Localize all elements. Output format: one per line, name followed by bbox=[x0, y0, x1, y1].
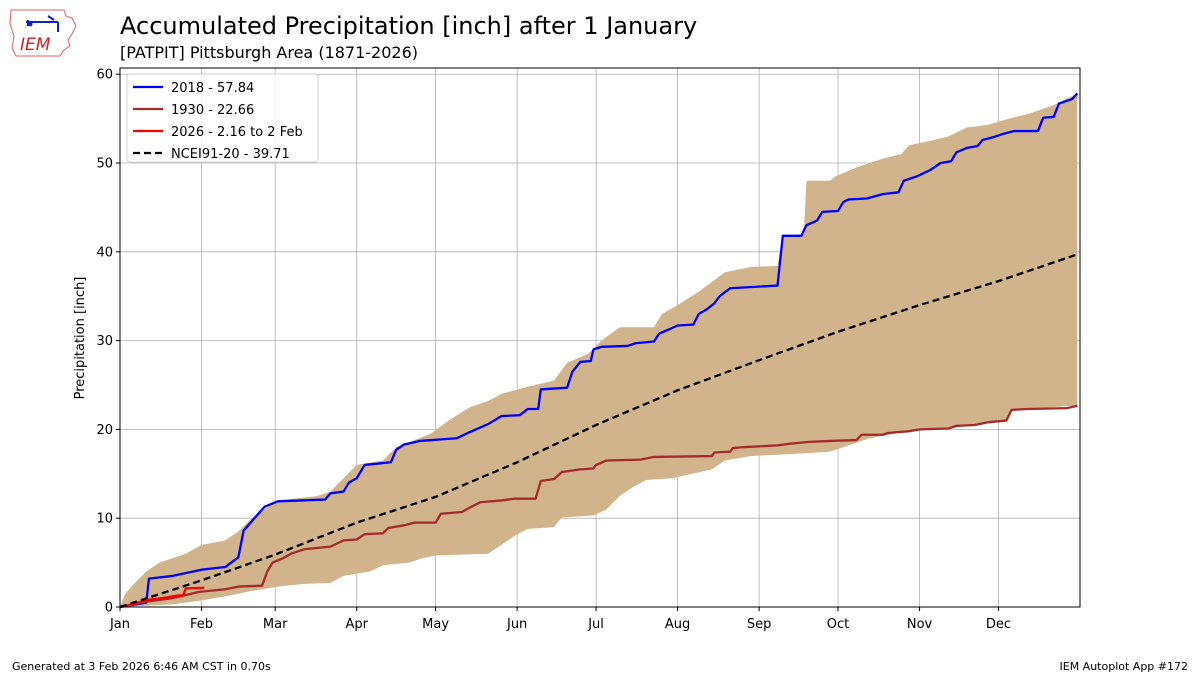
iem-logo: IEM bbox=[9, 9, 77, 57]
x-tick-label: Mar bbox=[263, 617, 288, 632]
series-lines bbox=[119, 92, 1079, 609]
range-band bbox=[120, 93, 1078, 607]
plot-frame bbox=[119, 67, 1081, 608]
series-line-3 bbox=[119, 253, 1078, 609]
x-tick-label: Jun bbox=[506, 617, 527, 632]
band bbox=[120, 93, 1078, 607]
legend-label: NCEI91-20 - 39.71 bbox=[171, 147, 290, 162]
y-tick-label: 50 bbox=[96, 157, 113, 172]
chart-subtitle: [PATPIT] Pittsburgh Area (1871-2026) bbox=[120, 43, 419, 62]
series-line-1 bbox=[119, 404, 1078, 609]
legend: 2018 - 57.84 1930 - 22.66 2026 - 2.16 to 2… bbox=[126, 73, 319, 163]
x-tick-label: Sep bbox=[747, 617, 772, 632]
y-tick-label: 0 bbox=[105, 601, 113, 616]
x-tick-label: Nov bbox=[907, 617, 933, 632]
legend-label: 1930 - 22.66 bbox=[171, 103, 254, 118]
x-tick-label: Jul bbox=[587, 617, 604, 632]
y-tick-label: 20 bbox=[96, 423, 113, 438]
footer-generated: Generated at 3 Feb 2026 6:46 AM CST in 0… bbox=[12, 660, 271, 673]
y-tick-label: 30 bbox=[96, 334, 113, 349]
y-tick-label: 60 bbox=[96, 68, 113, 83]
y-axis-label: Precipitation [inch] bbox=[73, 277, 88, 400]
y-tick-label: 10 bbox=[96, 512, 113, 527]
y-tick-label: 40 bbox=[96, 245, 113, 260]
x-tick-label: Oct bbox=[827, 617, 849, 632]
x-tick-label: Dec bbox=[986, 617, 1011, 632]
chart-title: Accumulated Precipitation [inch] after 1… bbox=[120, 12, 698, 40]
legend-label: 2018 - 57.84 bbox=[171, 81, 254, 96]
axis-ticks: 0 10 20 30 40 50 60 Jan Feb Mar Apr May Jun Jul Aug Sep… bbox=[96, 68, 1011, 632]
series-line-0 bbox=[119, 92, 1079, 609]
series-line-2 bbox=[119, 586, 205, 609]
legend-box bbox=[126, 73, 319, 163]
legend-label: 2026 - 2.16 to 2 Feb bbox=[171, 125, 303, 140]
svg-text:IEM: IEM bbox=[20, 35, 51, 55]
x-tick-label: Aug bbox=[665, 617, 690, 632]
x-tick-label: Apr bbox=[345, 617, 368, 632]
x-tick-label: May bbox=[422, 617, 449, 632]
x-tick-label: Feb bbox=[190, 617, 213, 632]
x-tick-label: Jan bbox=[109, 617, 130, 632]
footer-app: IEM Autoplot App #172 bbox=[1059, 660, 1189, 673]
